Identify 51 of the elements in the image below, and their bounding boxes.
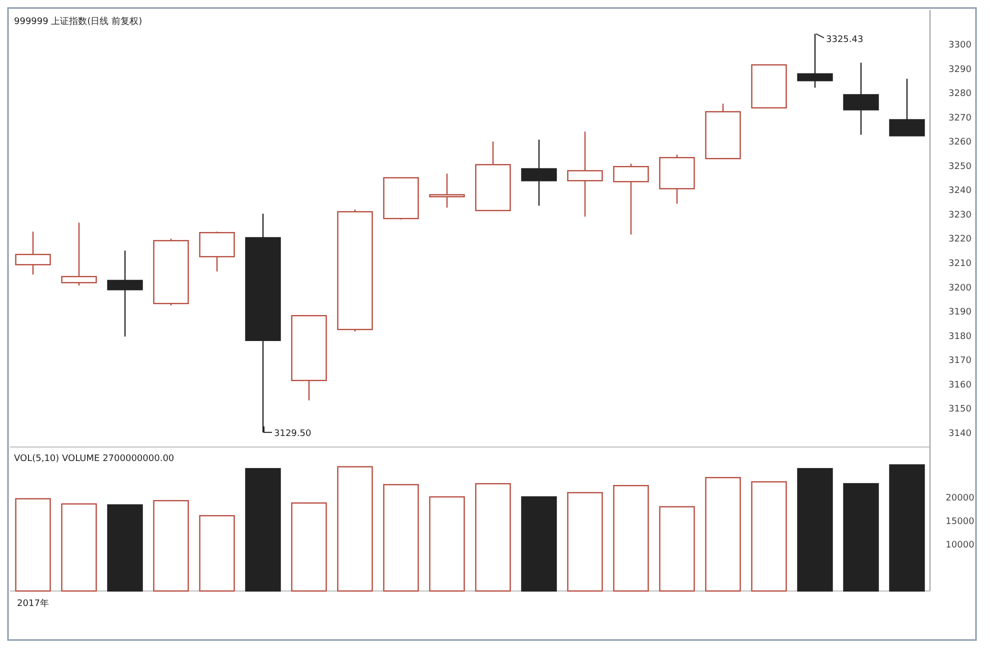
bar <box>521 496 557 592</box>
y-tick-label: 3270 <box>948 113 972 124</box>
bar <box>475 483 511 592</box>
bar <box>797 468 833 592</box>
bar <box>337 466 373 592</box>
y-tick-label: 3150 <box>948 404 972 415</box>
y-tick-label: 3280 <box>948 89 972 100</box>
y-tick-label: 3300 <box>948 40 972 50</box>
bar <box>383 484 419 592</box>
bar <box>199 515 235 592</box>
y-tick-label: 20000 <box>946 493 975 504</box>
y-tick-label: 3240 <box>948 186 972 196</box>
y-tick-label: 3250 <box>948 162 972 172</box>
y-tick-label: 3170 <box>948 356 972 366</box>
y-tick-label: 3290 <box>948 64 972 75</box>
y-tick-label: 3190 <box>948 308 972 318</box>
bar <box>705 476 741 592</box>
bar <box>61 503 97 592</box>
y-tick-label: 3260 <box>948 138 972 148</box>
candlestick <box>843 62 879 136</box>
y-tick-label: 3200 <box>948 283 972 294</box>
y-tick-label: 3180 <box>948 332 972 342</box>
bar <box>291 502 327 592</box>
bar <box>751 481 787 592</box>
y-tick-label: 3140 <box>948 428 972 439</box>
candlestick <box>567 131 603 218</box>
x-tick-label: 2017年 <box>17 598 49 609</box>
y-tick-label: 3230 <box>948 210 972 220</box>
y-tick-label: 15000 <box>946 516 975 527</box>
text: 999999 上证指数(日线 前复权) <box>14 16 142 27</box>
y-tick-label: 3210 <box>948 258 972 269</box>
bar <box>245 468 281 592</box>
bar <box>153 500 189 592</box>
candlestick <box>15 231 51 276</box>
annotation: 3325.43 <box>826 34 864 45</box>
candlestick <box>107 250 143 338</box>
bar <box>659 506 695 592</box>
y-tick-label: 3220 <box>948 234 972 245</box>
y-tick-label: 10000 <box>946 540 975 550</box>
bar <box>843 483 879 592</box>
bar <box>567 492 603 592</box>
candlestick <box>521 139 557 206</box>
bar <box>15 498 51 592</box>
bar <box>613 484 649 592</box>
text: VOL(5,10) VOLUME 2700000000.00 <box>14 454 174 464</box>
bar <box>889 464 925 592</box>
candlestick <box>429 173 465 208</box>
annotation: 3129.50 <box>274 428 312 439</box>
bar <box>107 504 143 592</box>
y-tick-label: 3160 <box>948 380 972 390</box>
bar <box>429 496 465 592</box>
